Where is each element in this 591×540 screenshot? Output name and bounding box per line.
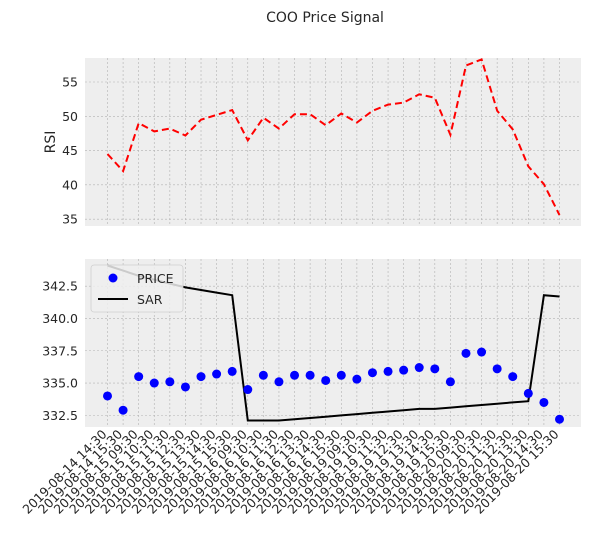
rsi-y-tick-label: 35 bbox=[62, 212, 78, 227]
price-point bbox=[352, 375, 361, 384]
price-point bbox=[415, 363, 424, 372]
legend-sar-label: SAR bbox=[137, 292, 163, 307]
legend: PRICE SAR bbox=[91, 265, 183, 312]
rsi-plot-area bbox=[85, 58, 581, 226]
price-y-tick-label: 337.5 bbox=[42, 343, 78, 358]
price-point bbox=[430, 364, 439, 373]
price-point bbox=[259, 371, 268, 380]
price-point bbox=[134, 372, 143, 381]
price-point bbox=[290, 371, 299, 380]
price-point bbox=[103, 391, 112, 400]
price-point bbox=[399, 366, 408, 375]
price-point bbox=[539, 398, 548, 407]
price-point bbox=[212, 370, 221, 379]
price-point bbox=[165, 377, 174, 386]
price-point bbox=[384, 367, 393, 376]
price-point bbox=[243, 385, 252, 394]
price-point bbox=[446, 377, 455, 386]
price-point bbox=[337, 371, 346, 380]
price-point bbox=[119, 406, 128, 415]
price-point bbox=[368, 368, 377, 377]
price-point bbox=[524, 389, 533, 398]
rsi-y-axis-label: RSI bbox=[43, 131, 59, 154]
price-point bbox=[197, 372, 206, 381]
price-panel: 332.5 335.0 337.5 340.0 342.5 2019-08-14 14:… bbox=[19, 259, 581, 517]
rsi-y-tick-label: 50 bbox=[62, 109, 78, 124]
legend-price-label: PRICE bbox=[137, 271, 174, 286]
price-point bbox=[321, 376, 330, 385]
price-y-axis: 332.5 335.0 337.5 340.0 342.5 bbox=[42, 279, 78, 423]
price-y-tick-label: 335.0 bbox=[42, 376, 78, 391]
chart-title: COO Price Signal bbox=[266, 10, 384, 26]
price-point bbox=[228, 367, 237, 376]
price-point bbox=[493, 364, 502, 373]
price-point bbox=[477, 348, 486, 357]
price-point bbox=[274, 377, 283, 386]
price-point bbox=[306, 371, 315, 380]
rsi-y-axis: 35 40 45 50 55 bbox=[62, 75, 78, 227]
rsi-y-tick-label: 55 bbox=[62, 75, 78, 90]
price-y-tick-label: 332.5 bbox=[42, 408, 78, 423]
price-point bbox=[508, 372, 517, 381]
rsi-panel: 35 40 45 50 55 RSI bbox=[43, 58, 581, 227]
rsi-y-tick-label: 40 bbox=[62, 177, 78, 192]
price-y-tick-label: 340.0 bbox=[42, 311, 78, 326]
price-y-tick-label: 342.5 bbox=[42, 279, 78, 294]
price-point bbox=[150, 379, 159, 388]
legend-price-marker bbox=[109, 274, 118, 283]
rsi-y-tick-label: 45 bbox=[62, 143, 78, 158]
price-point bbox=[181, 382, 190, 391]
price-point bbox=[461, 349, 470, 358]
price-point bbox=[555, 415, 564, 424]
